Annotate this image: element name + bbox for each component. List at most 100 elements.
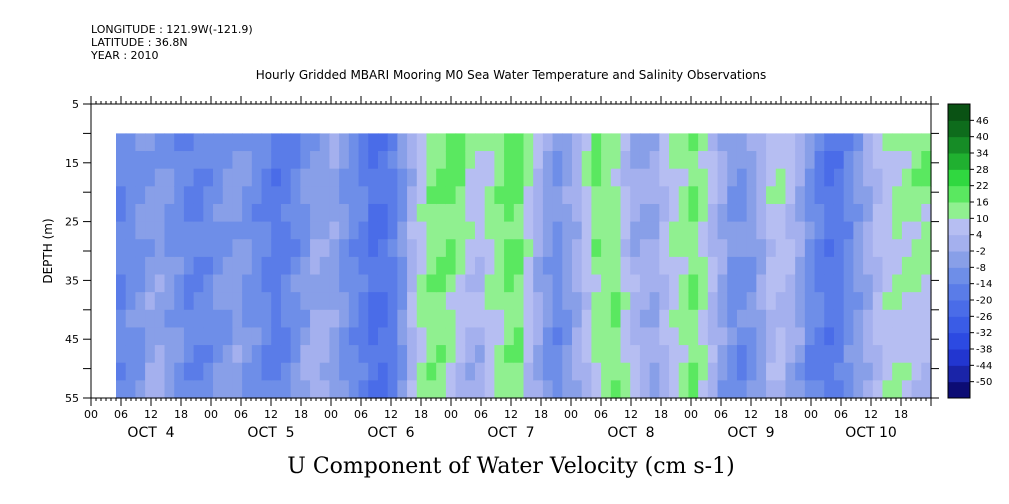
colorbar-swatch — [948, 104, 970, 121]
heatmap-cell — [339, 327, 350, 346]
heatmap-cell — [154, 221, 166, 240]
heatmap-cell — [504, 203, 515, 223]
heatmap-cell — [901, 256, 913, 276]
heatmap-cell — [397, 256, 408, 276]
heatmap-cell — [775, 133, 787, 152]
heatmap-cell — [280, 292, 292, 311]
colorbar-swatch — [948, 316, 970, 334]
heatmap-cell — [183, 168, 195, 187]
heatmap-cell — [707, 327, 719, 346]
heatmap-cell — [717, 292, 728, 311]
heatmap-cell — [445, 133, 457, 152]
heatmap-cell — [436, 133, 447, 152]
heatmap-cell — [581, 221, 593, 240]
heatmap-cell — [882, 221, 893, 240]
x-hour-tick-label: 12 — [264, 408, 278, 421]
heatmap-cell — [251, 221, 263, 240]
heatmap-cell — [494, 221, 505, 240]
heatmap-cell — [251, 327, 263, 346]
heatmap-cell — [678, 239, 690, 258]
heatmap-cell — [445, 309, 457, 329]
x-hour-tick-label: 18 — [294, 408, 308, 421]
heatmap-cell — [678, 133, 690, 152]
heatmap-cell — [843, 380, 854, 399]
heatmap-cell — [698, 151, 709, 170]
heatmap-cell — [339, 203, 350, 223]
heatmap-cell — [882, 151, 893, 170]
heatmap-cell — [727, 168, 738, 187]
heatmap-cell — [775, 327, 787, 346]
heatmap-cell — [698, 309, 709, 329]
heatmap-cell — [474, 345, 486, 364]
heatmap-cell — [203, 221, 214, 240]
heatmap-cell — [756, 292, 767, 311]
heatmap-cell — [358, 309, 369, 329]
heatmap-cell — [319, 292, 331, 311]
heatmap-cell — [824, 168, 835, 187]
heatmap-cell — [125, 256, 136, 276]
heatmap-cell — [261, 186, 272, 205]
heatmap-cell — [154, 345, 166, 364]
heatmap-cell — [688, 274, 699, 293]
chart-title: Hourly Gridded MBARI Mooring M0 Sea Wate… — [255, 68, 767, 82]
heatmap-cell — [387, 203, 398, 223]
heatmap-cell — [242, 292, 253, 311]
heatmap-cell — [581, 186, 593, 205]
heatmap-cell — [727, 133, 738, 152]
heatmap-cell — [863, 133, 874, 152]
heatmap-cell — [222, 309, 234, 329]
heatmap-cell — [639, 221, 651, 240]
heatmap-cell — [339, 239, 350, 258]
x-day-label: OCT 5 — [247, 425, 294, 441]
heatmap-cell — [339, 221, 350, 240]
colorbar-label: -50 — [976, 377, 992, 388]
heatmap-cell — [872, 362, 884, 381]
heatmap-cell — [465, 203, 476, 223]
heatmap-cell — [513, 168, 525, 187]
heatmap-cell — [542, 186, 554, 205]
heatmap-cell — [785, 309, 796, 329]
heatmap-cell — [678, 186, 690, 205]
heatmap-cell — [542, 362, 554, 381]
heatmap-cell — [542, 292, 554, 311]
heatmap-cell — [329, 274, 340, 293]
x-day-label: OCT 7 — [487, 425, 534, 441]
heatmap-cell — [300, 221, 311, 240]
heatmap-cell — [785, 345, 796, 364]
heatmap-cell — [698, 345, 709, 364]
heatmap-cell — [911, 292, 922, 311]
heatmap-cell — [125, 327, 136, 346]
heatmap-cell — [174, 151, 185, 170]
heatmap-cell — [222, 133, 234, 152]
heatmap-cell — [261, 327, 272, 346]
heatmap-cell — [911, 168, 922, 187]
heatmap-cell — [581, 292, 593, 311]
heatmap-cell — [639, 362, 651, 381]
x-hour-tick-label: 12 — [384, 408, 398, 421]
colorbar-swatch — [948, 332, 970, 350]
heatmap-cell — [242, 274, 253, 293]
heatmap-cell — [756, 345, 767, 364]
heatmap-cell — [513, 380, 525, 399]
heatmap-cell — [494, 274, 505, 293]
x-hour-tick-label: 18 — [894, 408, 908, 421]
heatmap-cell — [261, 292, 272, 311]
heatmap-cell — [348, 186, 360, 205]
heatmap-cell — [717, 168, 728, 187]
heatmap-cell — [504, 345, 515, 364]
x-hour-tick-label: 12 — [624, 408, 638, 421]
heatmap-cell — [542, 151, 554, 170]
heatmap-cell — [329, 292, 340, 311]
heatmap-cell — [804, 221, 816, 240]
heatmap-cell — [892, 309, 903, 329]
heatmap-cell — [766, 203, 777, 223]
heatmap-cell — [251, 362, 263, 381]
heatmap-cell — [814, 203, 825, 223]
heatmap-cell — [620, 380, 631, 399]
heatmap-cell — [523, 327, 534, 346]
heatmap-cell — [921, 362, 932, 381]
year-label: YEAR : 2010 — [91, 49, 159, 62]
heatmap-cell — [116, 203, 127, 223]
heatmap-cell — [833, 203, 845, 223]
heatmap-cell — [368, 203, 379, 223]
